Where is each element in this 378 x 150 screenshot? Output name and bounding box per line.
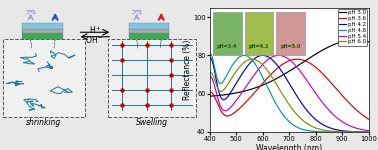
pH 6.0 — [301, 120, 306, 122]
pH 3.6 — [314, 67, 318, 69]
FancyBboxPatch shape — [3, 39, 85, 117]
pH 4.8 — [208, 53, 213, 55]
pH 5.4 — [235, 97, 240, 99]
pH 3.6 — [235, 109, 240, 111]
pH 6.0 — [208, 73, 212, 74]
pH 4.2 — [301, 105, 306, 107]
pH 6.0 — [250, 58, 254, 60]
Y-axis label: Reflectance (%): Reflectance (%) — [183, 40, 192, 100]
FancyBboxPatch shape — [22, 33, 63, 40]
FancyBboxPatch shape — [129, 22, 169, 29]
pH 3.6 — [366, 118, 371, 120]
pH 6.0 — [235, 68, 240, 70]
Line: pH 5.4: pH 5.4 — [210, 55, 369, 131]
Line: pH 4.2: pH 4.2 — [210, 55, 369, 132]
pH 4.2 — [235, 80, 240, 81]
pH 3.0 — [327, 46, 332, 48]
pH 6.0 — [314, 127, 318, 129]
Line: pH 6.0: pH 6.0 — [210, 59, 369, 132]
Text: shrinking: shrinking — [26, 118, 62, 127]
pH 3.0 — [248, 88, 253, 90]
FancyBboxPatch shape — [276, 12, 305, 55]
pH 4.2 — [248, 61, 253, 63]
pH 5.4 — [327, 110, 332, 112]
pH 3.0 — [279, 75, 284, 77]
pH 3.6 — [327, 80, 332, 82]
pH 5.4 — [280, 55, 284, 57]
pH 6.0 — [327, 130, 332, 132]
pH 5.4 — [248, 79, 253, 81]
pH 5.4 — [208, 76, 212, 78]
pH 5.4 — [314, 93, 318, 95]
Text: pH=5.0: pH=5.0 — [280, 44, 301, 49]
pH 3.0 — [208, 95, 212, 97]
FancyBboxPatch shape — [129, 29, 169, 33]
X-axis label: Wavelength (nm): Wavelength (nm) — [256, 144, 322, 150]
Text: OH$^-$: OH$^-$ — [85, 34, 104, 45]
pH 4.8 — [327, 131, 332, 133]
pH 3.6 — [301, 59, 306, 61]
Line: pH 4.8: pH 4.8 — [210, 54, 369, 132]
pH 3.6 — [208, 91, 212, 93]
Text: Swelling: Swelling — [136, 118, 168, 127]
pH 4.8 — [314, 131, 318, 132]
pH 3.0 — [235, 92, 240, 93]
pH 4.8 — [236, 57, 240, 59]
pH 4.2 — [327, 127, 332, 129]
FancyBboxPatch shape — [129, 33, 169, 40]
pH 5.4 — [276, 54, 281, 56]
pH 5.4 — [301, 75, 306, 77]
FancyBboxPatch shape — [22, 29, 63, 33]
Line: pH 3.0: pH 3.0 — [210, 40, 369, 96]
pH 3.6 — [295, 58, 299, 60]
pH 3.0 — [301, 61, 306, 63]
pH 6.0 — [366, 131, 371, 133]
FancyBboxPatch shape — [213, 12, 242, 55]
pH 3.0 — [313, 53, 318, 55]
pH 4.8 — [280, 112, 284, 114]
pH 3.6 — [248, 96, 253, 98]
pH 4.2 — [314, 119, 318, 121]
FancyBboxPatch shape — [245, 12, 273, 55]
pH 4.8 — [366, 131, 371, 133]
pH 3.6 — [279, 64, 284, 66]
pH 4.8 — [301, 129, 306, 130]
pH 4.8 — [208, 54, 212, 56]
pH 4.2 — [366, 131, 371, 133]
Text: pH=4.2: pH=4.2 — [249, 44, 269, 49]
pH 4.8 — [249, 58, 253, 60]
pH 4.2 — [208, 57, 212, 59]
pH 6.0 — [280, 92, 284, 94]
FancyBboxPatch shape — [108, 39, 196, 117]
pH 5.4 — [366, 130, 371, 132]
Legend: pH 3.0, pH 3.6, pH 4.2, pH 4.8, pH 5.4, pH 6.0: pH 3.0, pH 3.6, pH 4.2, pH 4.8, pH 5.4, … — [338, 9, 367, 46]
FancyBboxPatch shape — [22, 22, 63, 29]
pH 6.0 — [248, 58, 253, 60]
pH 4.2 — [260, 54, 265, 56]
pH 3.0 — [353, 39, 358, 41]
Text: pH=3.4: pH=3.4 — [217, 44, 237, 49]
pH 4.2 — [280, 71, 284, 72]
Line: pH 3.6: pH 3.6 — [210, 59, 369, 119]
pH 3.0 — [366, 41, 371, 43]
Text: H$^+$: H$^+$ — [88, 24, 101, 36]
